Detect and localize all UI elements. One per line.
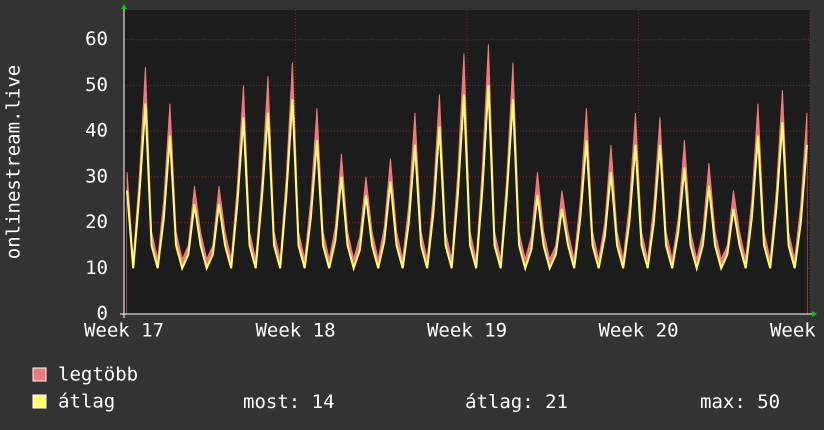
y-tick-label: 30 <box>85 165 108 187</box>
y-tick-label: 40 <box>85 120 108 142</box>
x-tick-label: Week 17 <box>84 320 164 342</box>
y-tick-label: 60 <box>85 28 108 50</box>
legend-stat: most: 14 <box>243 391 335 413</box>
avg-line <box>126 85 808 273</box>
y-tick-label: 0 <box>97 303 108 325</box>
legend-swatch <box>32 394 47 409</box>
legend-stat: átlag: 21 <box>465 391 568 413</box>
y-axis-label: onlinestream.live <box>3 65 25 259</box>
stat-label: most: <box>243 391 300 413</box>
legend-label: legtöbb <box>58 364 138 386</box>
x-arrow <box>812 311 817 317</box>
stat-label: max: <box>700 391 746 413</box>
y-tick-label: 50 <box>85 74 108 96</box>
legend-stat: max: 50 <box>700 391 780 413</box>
legend-label: átlag <box>58 391 115 413</box>
y-tick-label: 20 <box>85 211 108 233</box>
stat-value: 50 <box>757 391 780 413</box>
y-tick-label: 10 <box>85 257 108 279</box>
x-tick-label: Week 21 <box>770 320 824 342</box>
stat-value: 21 <box>545 391 568 413</box>
avg-shade <box>127 85 807 314</box>
x-tick-label: Week 20 <box>598 320 678 342</box>
x-tick-label: Week 19 <box>427 320 507 342</box>
stat-label: átlag: <box>465 391 534 413</box>
y-arrow <box>121 4 127 9</box>
legend-swatch <box>32 367 47 382</box>
x-tick-label: Week 18 <box>255 320 335 342</box>
stat-value: 14 <box>312 391 335 413</box>
